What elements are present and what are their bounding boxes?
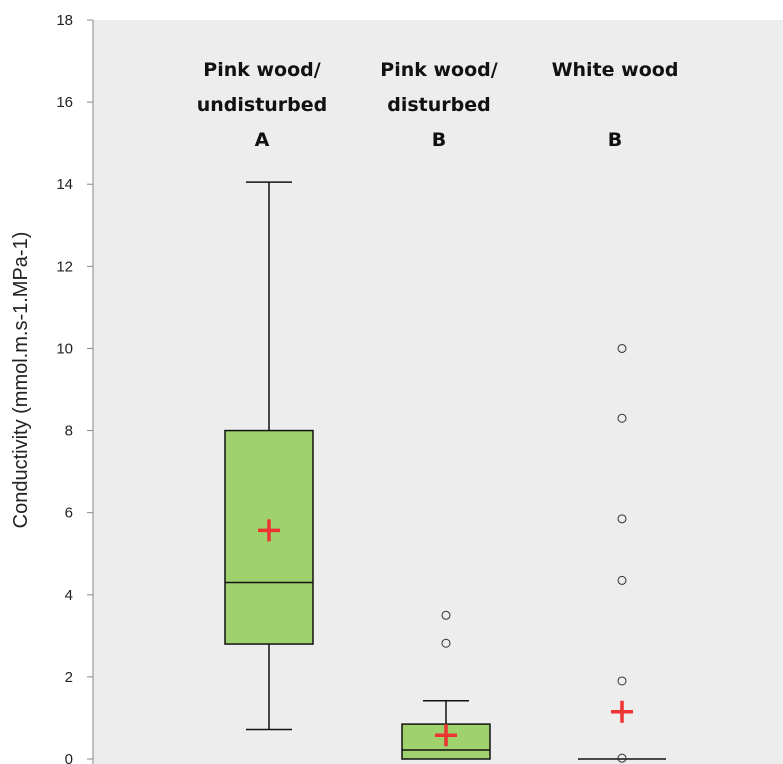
outlier-point (617, 676, 627, 686)
outlier-point (617, 514, 627, 524)
y-tick-label: 8 (65, 423, 73, 440)
category-label: White wood (552, 59, 679, 81)
outlier-point (441, 610, 451, 620)
outlier-point (441, 638, 451, 648)
y-tick-label: 0 (65, 751, 73, 764)
significance-letter: B (608, 129, 622, 151)
plot-area (93, 20, 783, 764)
box-group (224, 181, 314, 731)
y-axis: 0 2 4 6 8 10 12 14 16 18 (56, 12, 94, 764)
category-label: Pink wood/ (380, 59, 497, 81)
significance-letter: B (432, 129, 446, 151)
y-tick-label: 4 (65, 587, 73, 604)
y-tick-label: 18 (56, 12, 73, 29)
significance-letter: A (255, 129, 270, 151)
box-group (578, 343, 666, 763)
outlier-point (617, 343, 627, 353)
outlier-point (617, 575, 627, 585)
y-axis-label: Conductivity (mmol.m.s-1.MPa-1) (10, 232, 32, 529)
category-labels-layer: Pink wood/undisturbed A Pink wood/disturbe… (197, 59, 679, 151)
category-label: Pink wood/ (203, 59, 320, 81)
y-tick-label: 12 (56, 258, 73, 275)
boxes-layer (224, 181, 666, 763)
y-tick-label: 6 (65, 505, 73, 522)
y-tick-label: 16 (56, 94, 73, 111)
box-group (401, 610, 491, 760)
outlier-point (617, 413, 627, 423)
y-tick-label: 10 (56, 340, 73, 357)
category-label: undisturbed (197, 94, 328, 116)
category-label: disturbed (387, 94, 491, 116)
outlier-point (617, 753, 627, 763)
y-tick-label: 14 (56, 176, 73, 193)
y-tick-label: 2 (65, 669, 73, 686)
